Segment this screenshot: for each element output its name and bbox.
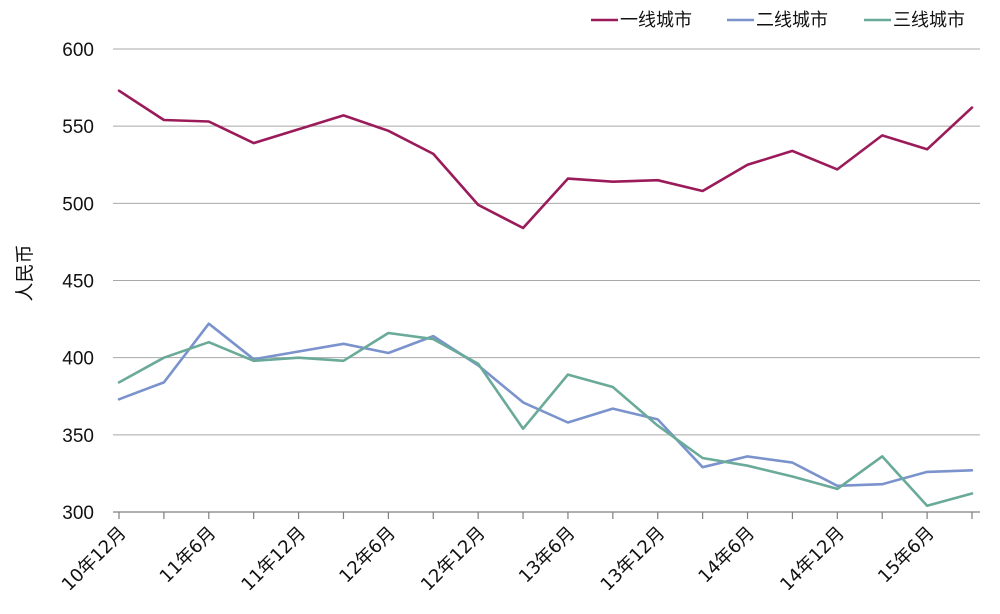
x-tick-label: 11年6月 — [156, 523, 221, 588]
series-line — [117, 89, 974, 230]
gridlines — [113, 48, 980, 436]
y-tick-label: 600 — [62, 40, 94, 61]
x-tick-label: 15年6月 — [874, 523, 939, 588]
legend: 一线城市 二线城市 三线城市 — [591, 10, 965, 31]
legend-label: 三线城市 — [893, 10, 965, 31]
x-tick-label: 14年6月 — [694, 523, 759, 588]
y-tick-label: 550 — [62, 117, 94, 138]
y-tick-label: 300 — [62, 503, 94, 524]
x-tick-label: 11年12月 — [237, 523, 310, 596]
x-tick-label: 14年12月 — [776, 523, 849, 596]
x-tick-label: 12年6月 — [335, 523, 400, 588]
y-tick-label: 450 — [62, 272, 94, 293]
y-tick-label: 350 — [62, 426, 94, 447]
y-tick-label: 400 — [62, 349, 94, 370]
y-tick-label: 500 — [62, 194, 94, 215]
axes: 300 350 400 450 500 550 600 10年12月 11年6月 11年12月 12… — [58, 40, 980, 595]
legend-label: 一线城市 — [620, 10, 692, 31]
x-tick-label: 10年12月 — [58, 523, 131, 596]
series-line — [117, 322, 974, 488]
y-axis-label: 人民币 — [14, 244, 36, 301]
series-lines — [117, 89, 974, 508]
x-tick-label: 13年6月 — [515, 523, 580, 588]
series-line — [117, 331, 974, 508]
x-tick-label: 13年12月 — [597, 523, 670, 596]
x-tick-label: 12年12月 — [417, 523, 490, 596]
legend-label: 二线城市 — [756, 10, 828, 31]
